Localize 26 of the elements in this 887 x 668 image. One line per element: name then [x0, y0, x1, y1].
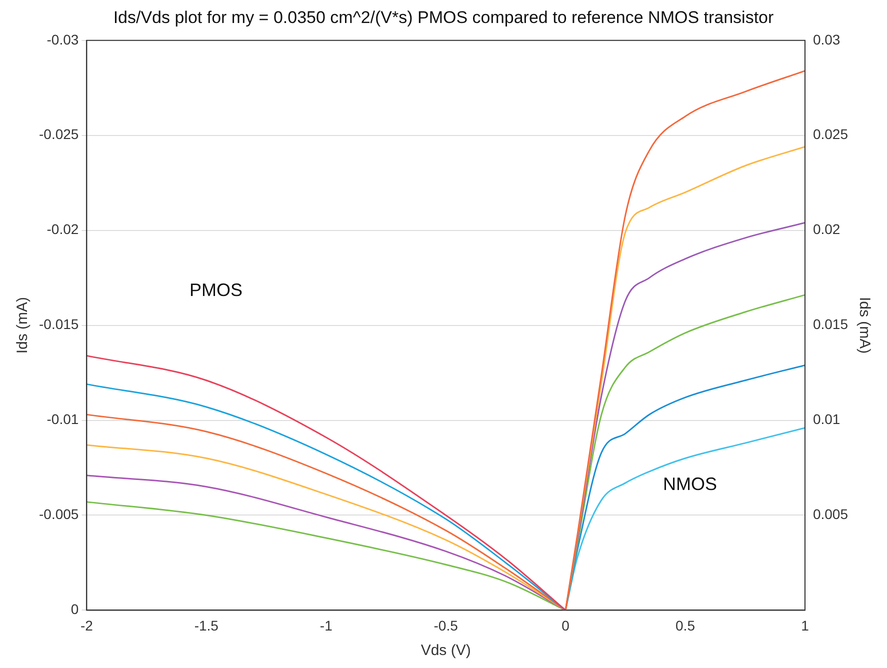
x-tick-label: -0.5: [434, 617, 458, 634]
x-tick-label: -1.5: [194, 617, 219, 634]
y2-tick-label: 0.02: [812, 221, 840, 238]
x-tick-label: 0.5: [676, 617, 696, 634]
annotation: NMOS: [663, 474, 718, 494]
y2-tick-label: 0.03: [812, 31, 840, 48]
x-tick-label: 0: [562, 617, 570, 634]
annotation: PMOS: [189, 280, 242, 300]
x-tick-label: -1: [320, 617, 333, 634]
y-tick-label: -0.005: [38, 506, 79, 522]
y2-axis-title: Ids (mA): [856, 296, 873, 354]
x-tick-label: -2: [80, 617, 94, 634]
y-axis-title: Ids (mA): [14, 296, 32, 354]
y2-tick-label: 0.005: [812, 506, 848, 522]
y2-tick-label: 0.025: [812, 126, 848, 142]
y-tick-label: 0: [70, 601, 79, 618]
y-tick-label: -0.03: [46, 31, 79, 48]
y-tick-label: -0.02: [46, 221, 79, 238]
x-axis-title: Vds (V): [420, 642, 471, 660]
y2-tick-label: 0.01: [812, 411, 840, 428]
y-tick-label: -0.015: [38, 316, 79, 332]
y-tick-label: -0.01: [46, 411, 79, 428]
x-tick-label: 1: [801, 617, 810, 634]
chart-title: Ids/Vds plot for my = 0.0350 cm^2/(V*s) PMOS compared to reference NMOS transistor: [113, 8, 774, 27]
y-tick-label: -0.025: [38, 126, 79, 142]
y2-tick-label: 0.015: [812, 316, 848, 332]
